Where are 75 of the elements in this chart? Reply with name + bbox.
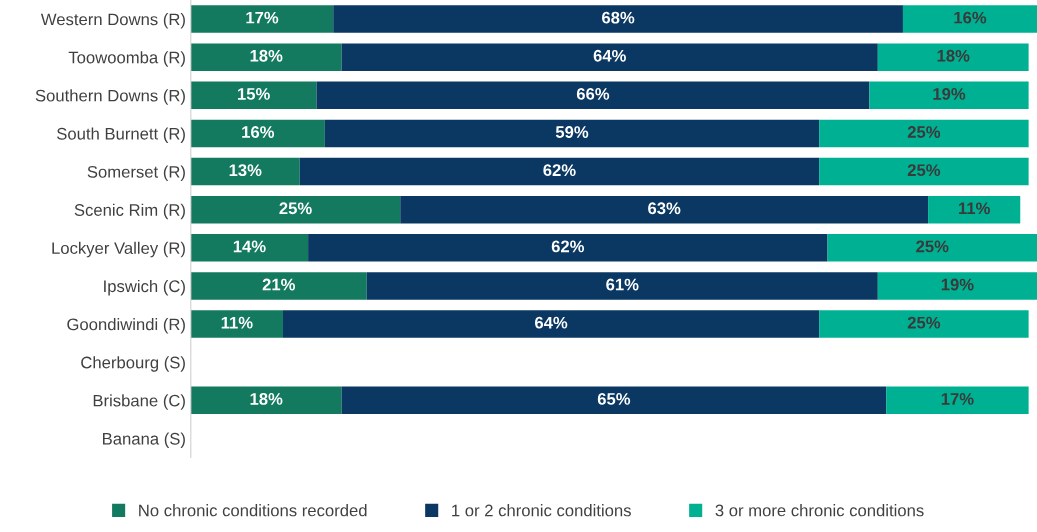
legend-label: 1 or 2 chronic conditions [452, 504, 631, 517]
y-tick-label: South Burnett (R) [57, 127, 185, 143]
y-tick-label: Toowoomba (R) [68, 51, 185, 67]
y-tick-label: Somerset (R) [87, 165, 185, 182]
bar [308, 234, 828, 262]
data-label: 25% [279, 202, 312, 215]
bar [333, 5, 903, 33]
data-label: 16% [242, 126, 275, 138]
bar [190, 157, 300, 186]
y-tick-label: Cherbourg (S) [81, 356, 185, 372]
bar [190, 272, 367, 300]
data-label: 25% [907, 164, 941, 177]
bar [190, 386, 342, 415]
bar [819, 119, 1029, 148]
data-label: 68% [602, 11, 635, 24]
bar [869, 81, 1029, 110]
data-label: 18% [937, 49, 970, 62]
y-tick-label: Scenic Rim (R) [74, 203, 185, 220]
data-label: 63% [648, 202, 681, 215]
bar [190, 119, 325, 148]
data-label: 59% [555, 126, 589, 138]
bar [324, 119, 820, 148]
bar [190, 310, 283, 338]
bar [190, 195, 401, 224]
bar [827, 234, 1037, 262]
data-label: 21% [262, 278, 296, 291]
bar [366, 272, 878, 300]
bar [282, 310, 820, 338]
bar [190, 43, 342, 71]
bar [316, 81, 870, 110]
bar [886, 386, 1029, 415]
data-label: 66% [576, 87, 610, 100]
bar [902, 5, 1037, 33]
data-label: 18% [250, 49, 283, 62]
bar [819, 310, 1029, 338]
data-label: 14% [233, 240, 266, 253]
y-tick-label: Lockyer Valley (R) [52, 241, 185, 258]
data-label: 19% [933, 87, 966, 100]
bar [190, 81, 317, 110]
y-tick-label: Ipswich (C) [104, 279, 185, 296]
data-label: 16% [954, 11, 987, 24]
data-label: 25% [907, 316, 941, 329]
bar [190, 5, 334, 33]
data-label: 64% [535, 316, 568, 329]
bar [190, 234, 309, 262]
data-label: 65% [597, 393, 631, 405]
bar [877, 272, 1037, 300]
bar [400, 195, 929, 224]
y-tick-label: Brisbane (C) [93, 394, 185, 410]
data-label: 19% [941, 278, 974, 291]
data-label: 64% [593, 49, 626, 62]
bar [819, 157, 1029, 186]
y-tick-label: Goondiwindi (R) [67, 318, 185, 334]
bar [877, 43, 1029, 71]
data-label: 18% [250, 393, 283, 405]
y-tick-label: Banana (S) [103, 432, 185, 448]
data-label: 62% [543, 164, 576, 177]
data-label: 15% [238, 88, 270, 100]
legend-label: No chronic conditions recorded [139, 504, 367, 517]
y-tick-label: Southern Downs (R) [35, 89, 185, 105]
data-label: 25% [916, 240, 949, 253]
bar [341, 43, 878, 71]
bar [299, 157, 820, 186]
data-label: 61% [606, 278, 639, 291]
data-label: 62% [551, 240, 585, 253]
y-tick-label: Western Downs (R) [40, 13, 185, 29]
legend-label: 3 or more chronic conditions [715, 504, 924, 517]
data-label: 11% [221, 316, 253, 329]
bar [341, 386, 887, 415]
data-label: 17% [246, 11, 279, 24]
data-label: 13% [229, 164, 262, 177]
bar [928, 195, 1021, 224]
data-label: 11% [958, 202, 990, 215]
data-label: 17% [941, 393, 974, 405]
data-label: 25% [907, 126, 941, 138]
